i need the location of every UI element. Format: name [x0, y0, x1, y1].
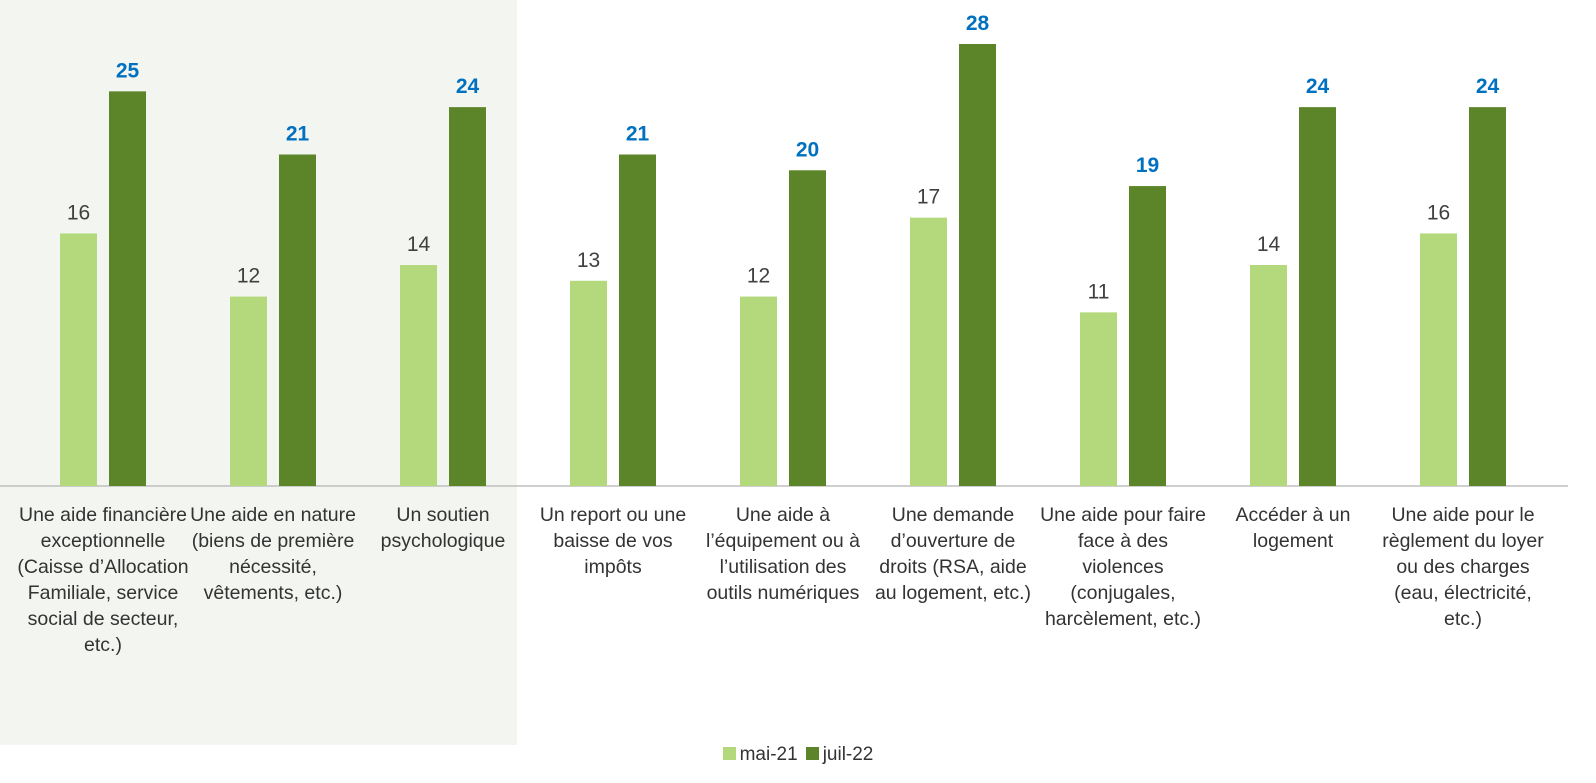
value-label: 17: [917, 186, 940, 209]
bar: [230, 296, 267, 486]
value-label: 12: [747, 265, 770, 288]
bar: [910, 217, 947, 486]
bar: [1299, 107, 1336, 487]
bar: [1080, 312, 1117, 486]
bar: [449, 107, 486, 487]
legend-label: juil-22: [822, 744, 874, 765]
legend-swatch: [722, 747, 736, 760]
x-tick-label: Une aide financière exceptionnelle (Cais…: [17, 504, 189, 656]
value-label: 14: [1257, 233, 1281, 256]
x-tick-label: Une aide pour le règlement du loyer ou d…: [1382, 504, 1544, 630]
x-tick-label: Un soutien psychologique: [380, 504, 506, 552]
value-label: 19: [1136, 154, 1159, 177]
value-label: 13: [577, 249, 600, 272]
value-label: 24: [1306, 75, 1330, 98]
value-label: 16: [1427, 201, 1450, 224]
x-tick-label: Une aide en nature (biens de première né…: [190, 504, 356, 604]
x-tick-label: Une aide pour faire face à des violences…: [1040, 504, 1206, 630]
bar: [279, 154, 316, 486]
bar: [740, 296, 777, 486]
bar: [619, 154, 656, 486]
value-label: 20: [796, 138, 819, 161]
bar: [60, 233, 97, 486]
legend-label: mai-21: [739, 744, 798, 765]
bar: [570, 280, 607, 486]
value-label: 21: [626, 123, 650, 146]
x-tick-label: Une demande d’ouverture de droits (RSA, …: [874, 504, 1032, 604]
value-label: 14: [407, 233, 431, 256]
bar: [789, 170, 826, 487]
value-label: 28: [966, 12, 990, 35]
bar: [959, 44, 996, 486]
bar: [1129, 186, 1166, 487]
value-label: 16: [67, 201, 90, 224]
legend: mai-21 juil-22: [0, 744, 1596, 766]
legend-item: mai-21: [722, 744, 798, 766]
value-label: 12: [237, 265, 260, 288]
x-tick-label: Accéder à un logement: [1235, 504, 1351, 552]
bar: [1420, 233, 1457, 486]
x-tick-label: Un report ou une baisse de vos impôts: [539, 504, 687, 578]
value-label: 21: [286, 123, 310, 146]
bar: [400, 265, 437, 486]
value-label: 24: [456, 75, 480, 98]
bar: [1469, 107, 1506, 487]
x-tick-label: Une aide à l’équipement ou à l’utilisati…: [706, 504, 860, 604]
legend-swatch: [805, 747, 819, 760]
value-label: 25: [116, 59, 140, 82]
value-label: 11: [1088, 280, 1110, 303]
value-label: 24: [1476, 75, 1500, 98]
bar: [1250, 265, 1287, 486]
bar: [109, 91, 146, 486]
legend-item: juil-22: [805, 744, 874, 766]
